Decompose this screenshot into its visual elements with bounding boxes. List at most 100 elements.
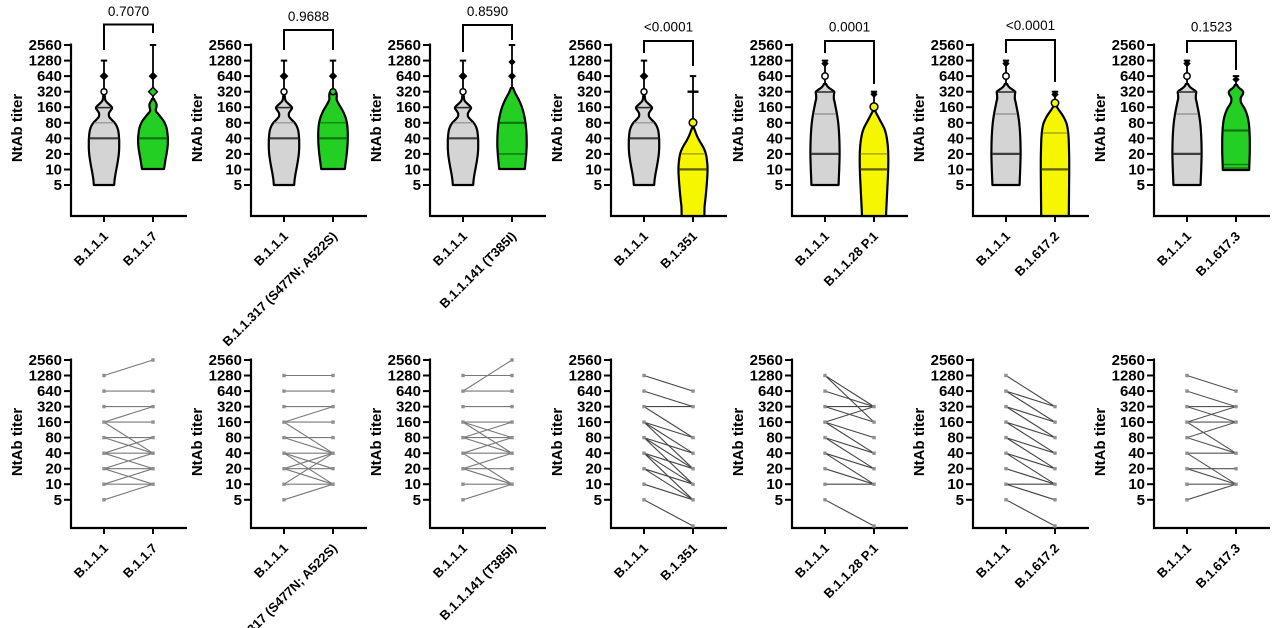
svg-text:20: 20 — [766, 146, 783, 163]
svg-text:5: 5 — [234, 177, 242, 194]
svg-text:80: 80 — [225, 115, 242, 132]
svg-text:1280: 1280 — [29, 53, 62, 70]
svg-text:640: 640 — [37, 383, 62, 400]
svg-text:NtAb titer: NtAb titer — [911, 408, 928, 476]
svg-text:320: 320 — [1120, 84, 1145, 101]
svg-text:40: 40 — [585, 130, 602, 147]
svg-text:10: 10 — [585, 162, 602, 179]
svg-text:40: 40 — [947, 130, 964, 147]
svg-text:40: 40 — [404, 445, 421, 462]
svg-text:5: 5 — [54, 177, 62, 194]
svg-text:10: 10 — [1128, 476, 1145, 493]
svg-text:10: 10 — [947, 162, 964, 179]
svg-text:40: 40 — [225, 130, 242, 147]
svg-text:160: 160 — [1120, 99, 1145, 116]
svg-text:80: 80 — [1128, 430, 1145, 447]
svg-text:10: 10 — [404, 476, 421, 493]
svg-text:640: 640 — [758, 383, 783, 400]
svg-text:2560: 2560 — [209, 352, 242, 369]
svg-text:40: 40 — [766, 130, 783, 147]
svg-text:80: 80 — [766, 115, 783, 132]
svg-text:5: 5 — [775, 177, 783, 194]
svg-text:320: 320 — [758, 84, 783, 101]
svg-text:5: 5 — [594, 177, 602, 194]
svg-text:<0.0001: <0.0001 — [644, 20, 693, 35]
svg-text:5: 5 — [413, 177, 421, 194]
svg-text:0.7070: 0.7070 — [108, 4, 149, 19]
svg-text:20: 20 — [45, 461, 62, 478]
svg-text:2560: 2560 — [1112, 352, 1145, 369]
svg-text:20: 20 — [1128, 461, 1145, 478]
svg-text:0.1523: 0.1523 — [1191, 20, 1232, 35]
svg-text:40: 40 — [404, 130, 421, 147]
svg-text:NtAb titer: NtAb titer — [368, 94, 385, 162]
svg-text:10: 10 — [947, 476, 964, 493]
svg-text:5: 5 — [54, 492, 62, 509]
svg-text:1280: 1280 — [1112, 368, 1145, 385]
svg-text:1280: 1280 — [569, 368, 602, 385]
svg-text:NtAb titer: NtAb titer — [730, 408, 747, 476]
svg-text:20: 20 — [404, 146, 421, 163]
svg-text:2560: 2560 — [388, 37, 421, 54]
svg-text:640: 640 — [396, 68, 421, 85]
svg-text:640: 640 — [577, 383, 602, 400]
svg-text:160: 160 — [758, 99, 783, 116]
svg-text:10: 10 — [766, 162, 783, 179]
svg-text:10: 10 — [225, 476, 242, 493]
svg-text:10: 10 — [45, 162, 62, 179]
svg-text:5: 5 — [775, 492, 783, 509]
svg-text:10: 10 — [225, 162, 242, 179]
svg-text:5: 5 — [1137, 492, 1145, 509]
svg-text:1280: 1280 — [209, 53, 242, 70]
svg-text:80: 80 — [947, 430, 964, 447]
svg-text:5: 5 — [234, 492, 242, 509]
svg-text:80: 80 — [45, 430, 62, 447]
svg-text:2560: 2560 — [931, 37, 964, 54]
svg-text:NtAb titer: NtAb titer — [730, 94, 747, 162]
svg-text:10: 10 — [45, 476, 62, 493]
svg-text:320: 320 — [758, 399, 783, 416]
svg-text:80: 80 — [404, 115, 421, 132]
svg-text:1280: 1280 — [931, 53, 964, 70]
svg-text:NtAb titer: NtAb titer — [189, 94, 206, 162]
svg-text:5: 5 — [594, 492, 602, 509]
svg-text:20: 20 — [1128, 146, 1145, 163]
svg-text:1280: 1280 — [388, 53, 421, 70]
svg-text:20: 20 — [585, 146, 602, 163]
svg-text:5: 5 — [1137, 177, 1145, 194]
svg-text:80: 80 — [766, 430, 783, 447]
svg-text:640: 640 — [217, 383, 242, 400]
svg-text:40: 40 — [45, 130, 62, 147]
svg-text:10: 10 — [1128, 162, 1145, 179]
svg-text:160: 160 — [577, 99, 602, 116]
svg-text:320: 320 — [577, 84, 602, 101]
svg-text:160: 160 — [1120, 414, 1145, 431]
svg-text:10: 10 — [766, 476, 783, 493]
svg-text:2560: 2560 — [209, 37, 242, 54]
svg-text:40: 40 — [1128, 130, 1145, 147]
svg-text:160: 160 — [37, 414, 62, 431]
svg-text:20: 20 — [225, 461, 242, 478]
svg-text:40: 40 — [585, 445, 602, 462]
svg-text:160: 160 — [217, 99, 242, 116]
svg-text:2560: 2560 — [388, 352, 421, 369]
svg-text:320: 320 — [939, 399, 964, 416]
svg-text:1280: 1280 — [1112, 53, 1145, 70]
svg-text:NtAb titer: NtAb titer — [549, 94, 566, 162]
svg-text:0.8590: 0.8590 — [467, 4, 508, 19]
svg-text:2560: 2560 — [750, 352, 783, 369]
svg-text:640: 640 — [37, 68, 62, 85]
svg-text:2560: 2560 — [931, 352, 964, 369]
svg-text:160: 160 — [939, 99, 964, 116]
svg-text:20: 20 — [45, 146, 62, 163]
svg-text:160: 160 — [37, 99, 62, 116]
svg-text:1280: 1280 — [209, 368, 242, 385]
svg-text:1280: 1280 — [931, 368, 964, 385]
svg-text:20: 20 — [947, 146, 964, 163]
svg-text:640: 640 — [1120, 383, 1145, 400]
svg-text:80: 80 — [404, 430, 421, 447]
svg-text:20: 20 — [766, 461, 783, 478]
svg-text:320: 320 — [1120, 399, 1145, 416]
svg-text:2560: 2560 — [750, 37, 783, 54]
svg-text:80: 80 — [225, 430, 242, 447]
